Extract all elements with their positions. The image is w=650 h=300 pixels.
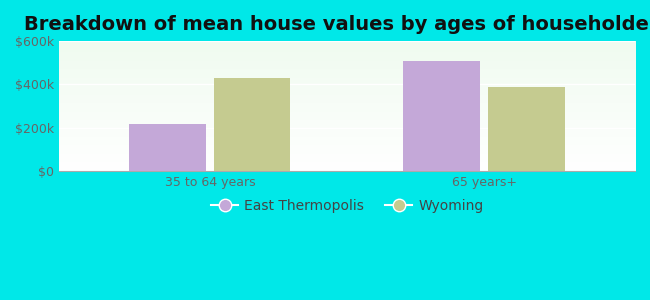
Legend: East Thermopolis, Wyoming: East Thermopolis, Wyoming (205, 194, 489, 218)
Bar (488, 86, 565, 171)
Bar (129, 124, 206, 171)
Bar (404, 61, 480, 171)
Title: Breakdown of mean house values by ages of householders: Breakdown of mean house values by ages o… (24, 15, 650, 34)
Bar (214, 78, 291, 171)
